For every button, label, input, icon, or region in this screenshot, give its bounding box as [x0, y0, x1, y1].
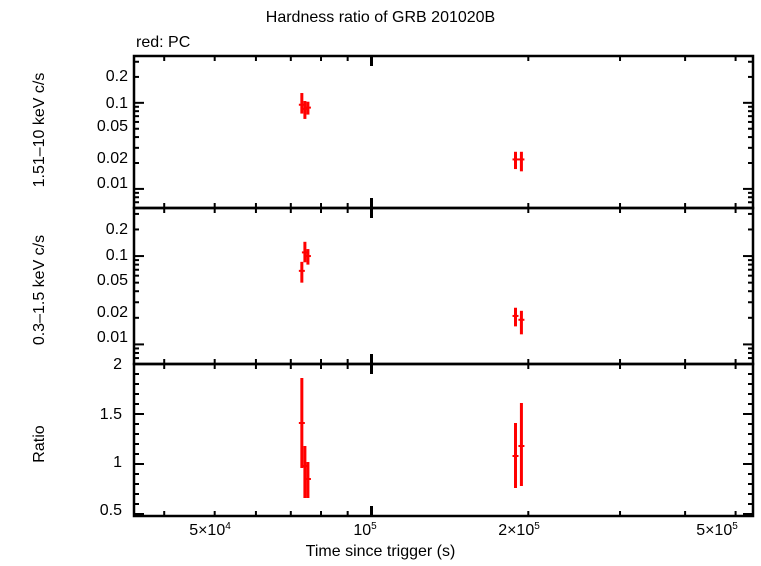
soft-ytick: 0.01	[96, 329, 128, 346]
xtick-label: 5×105	[696, 521, 738, 539]
panel-frames	[132, 54, 755, 518]
hard-ytick: 0.01	[96, 175, 128, 192]
xtick-label: 105	[353, 521, 377, 539]
chart-title: Hardness ratio of GRB 201020B	[265, 9, 496, 26]
ratio-ytick: 1.5	[99, 406, 122, 423]
xtick-label: 5×104	[189, 521, 231, 539]
x-axis-label: Time since trigger (s)	[305, 543, 456, 560]
hard-ytick: 0.2	[105, 68, 128, 85]
chart-subtitle: red: PC	[136, 34, 191, 51]
xtick-label: 2×105	[498, 521, 540, 539]
ratio-ytick: 2	[113, 356, 122, 373]
ratio-ytick: 1	[113, 454, 122, 471]
soft-ytick: 0.2	[105, 221, 128, 238]
hard-ytick: 0.02	[96, 150, 128, 167]
axis-ticks	[134, 56, 753, 516]
soft-ytick: 0.02	[96, 304, 128, 321]
hard-ytick: 0.05	[96, 118, 128, 135]
soft-ytick: 0.1	[105, 247, 128, 264]
ratio-ytick: 0.5	[99, 502, 122, 519]
data-points	[298, 93, 525, 498]
ratio-ylabel: Ratio	[31, 425, 48, 463]
hard-ytick: 0.1	[105, 95, 128, 112]
soft-ylabel: 0.3–1.5 keV c/s	[31, 234, 48, 346]
soft-ytick: 0.05	[96, 272, 128, 289]
hard-ylabel: 1.51–10 keV c/s	[31, 72, 48, 188]
